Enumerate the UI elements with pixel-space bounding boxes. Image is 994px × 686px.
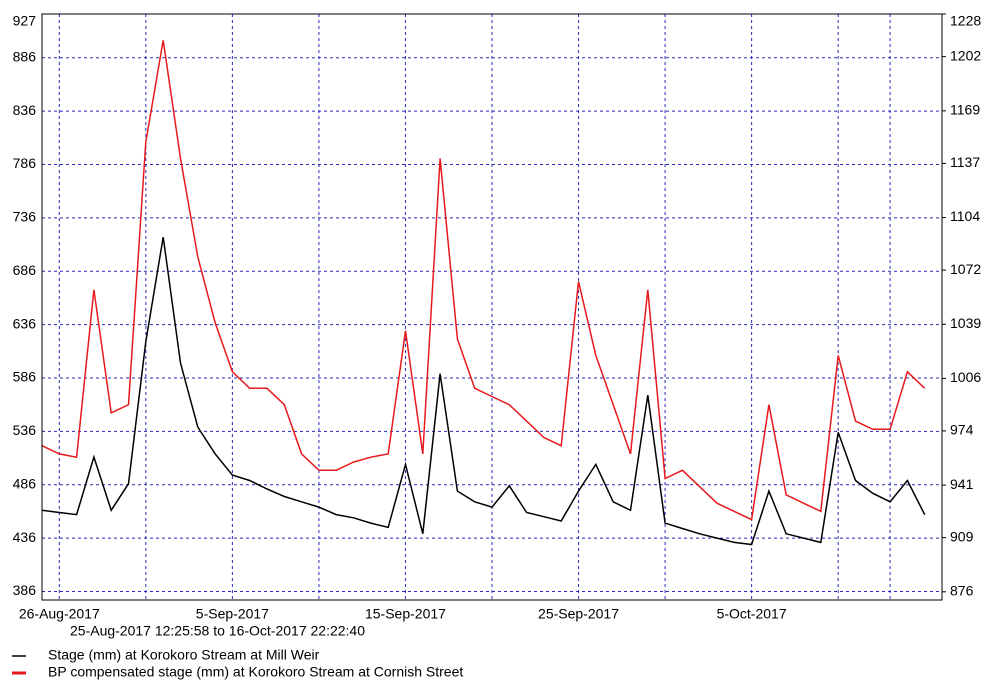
x-tick-label: 5-Oct-2017 (717, 606, 787, 622)
y-tick-label: 486 (13, 475, 37, 491)
x-tick-label: 26-Aug-2017 (19, 606, 100, 622)
y2-tick-label: 876 (950, 582, 974, 598)
y2-tick-label: 1039 (950, 315, 981, 331)
y2-tick-label: 974 (950, 422, 974, 438)
y-tick-label: 886 (13, 48, 37, 64)
y-tick-label: 836 (13, 102, 37, 118)
y-tick-label: 586 (13, 369, 37, 385)
y2-tick-label: 1202 (950, 47, 981, 63)
x-tick-label: 25-Sep-2017 (538, 606, 619, 622)
chart-subtitle: 25-Aug-2017 12:25:58 to 16-Oct-2017 22:2… (70, 623, 365, 639)
y-tick-label: 736 (13, 209, 37, 225)
y-tick-label: 686 (13, 262, 37, 278)
y2-tick-label: 1006 (950, 369, 981, 385)
y2-tick-label: 1169 (950, 102, 980, 118)
x-tick-label: 5-Sep-2017 (196, 606, 269, 622)
y2-tick-label: 1137 (950, 154, 980, 170)
data-line (41, 40, 926, 521)
y2-tick-label: 1104 (950, 208, 980, 224)
y2-tick-label: 1228 (950, 13, 981, 29)
legend-label: Stage (mm) at Korokoro Stream at Mill We… (48, 647, 320, 663)
y-tick-label: 386 (13, 582, 37, 598)
y2-tick-label: 909 (950, 528, 974, 544)
y-tick-label: 786 (13, 155, 37, 171)
legend-label: BP compensated stage (mm) at Korokoro St… (48, 664, 463, 680)
y-tick-label: 636 (13, 315, 37, 331)
data-line (41, 236, 926, 546)
plot-frame (41, 13, 943, 601)
y-tick-label: 436 (13, 529, 37, 545)
x-tick-label: 15-Sep-2017 (365, 606, 446, 622)
y-tick-label: 536 (13, 422, 37, 438)
y2-tick-label: 941 (950, 476, 974, 492)
y-tick-label: 927 (13, 13, 37, 29)
y2-tick-label: 1072 (950, 261, 981, 277)
